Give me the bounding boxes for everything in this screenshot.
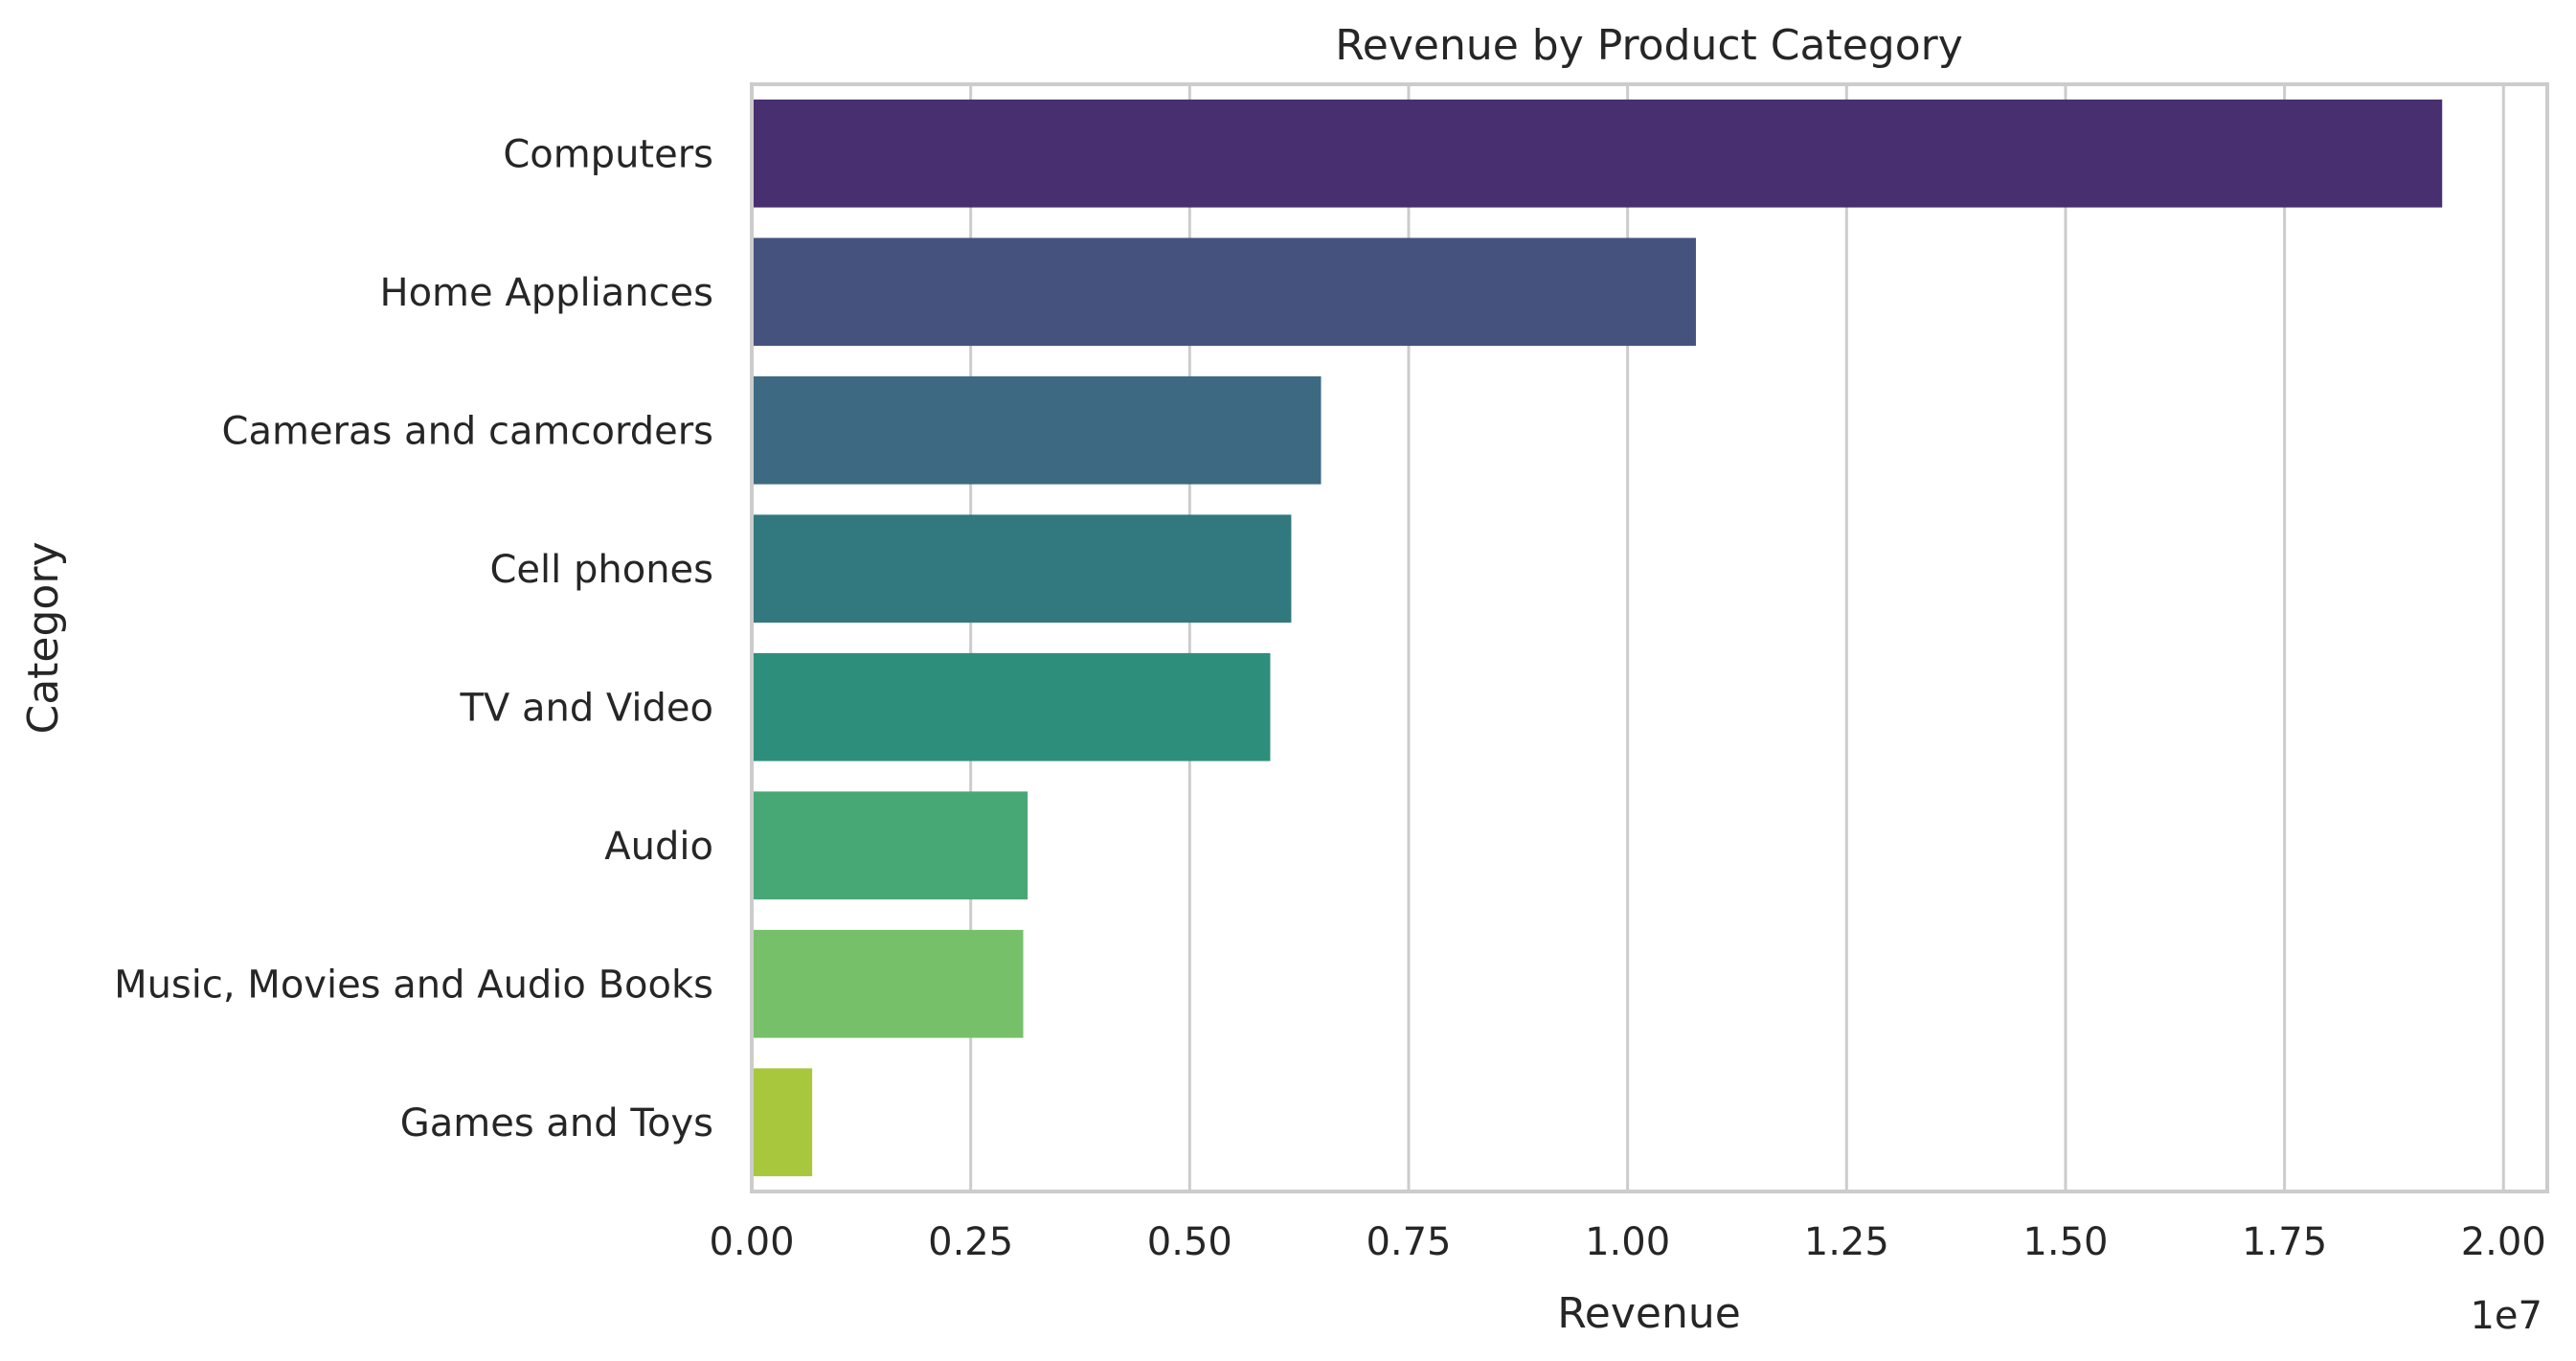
x-tick-label: 1.50 [2022,1220,2108,1264]
y-axis-title: Category [19,542,68,735]
bar [752,375,1322,485]
x-tick-label: 0.00 [709,1220,794,1264]
chart-title: Revenue by Product Category [1335,21,1963,70]
bar [752,791,1028,900]
x-tick-label: 1.75 [2242,1220,2327,1264]
x-tick-label: 0.75 [1366,1220,1451,1264]
x-tick-label: 0.50 [1147,1220,1232,1264]
x-tick-label: 2.00 [2461,1220,2546,1264]
bar [752,929,1024,1038]
bars [752,99,2443,1177]
category-tick-label: Cell phones [490,548,714,592]
bar [752,1068,813,1177]
x-tick-label: 1.00 [1585,1220,1670,1264]
bar [752,514,1292,624]
category-tick-label: Audio [604,825,713,869]
category-tick-label: Music, Movies and Audio Books [114,963,713,1007]
category-tick-label: Home Appliances [379,271,713,315]
category-tick-label: Computers [503,132,713,176]
category-tick-labels: Computers Home Appliances Cameras and camc… [114,132,713,1146]
category-tick-label: Games and Toys [400,1101,713,1146]
bar [752,238,1696,347]
bar [752,99,2443,208]
x-axis-offset-label: 1e7 [2470,1294,2542,1338]
x-axis-title: Revenue [1557,1289,1741,1338]
bar [752,652,1271,761]
x-tick-labels: 0.00 0.25 0.50 0.75 1.00 1.25 1.50 1.75 2.00 [709,1220,2545,1264]
plot-frame [750,82,2549,1193]
x-tick-label: 0.25 [928,1220,1013,1264]
x-tick-label: 1.25 [1804,1220,1889,1264]
category-tick-label: Cameras and camcorders [222,409,713,453]
category-tick-label: TV and Video [459,686,713,730]
